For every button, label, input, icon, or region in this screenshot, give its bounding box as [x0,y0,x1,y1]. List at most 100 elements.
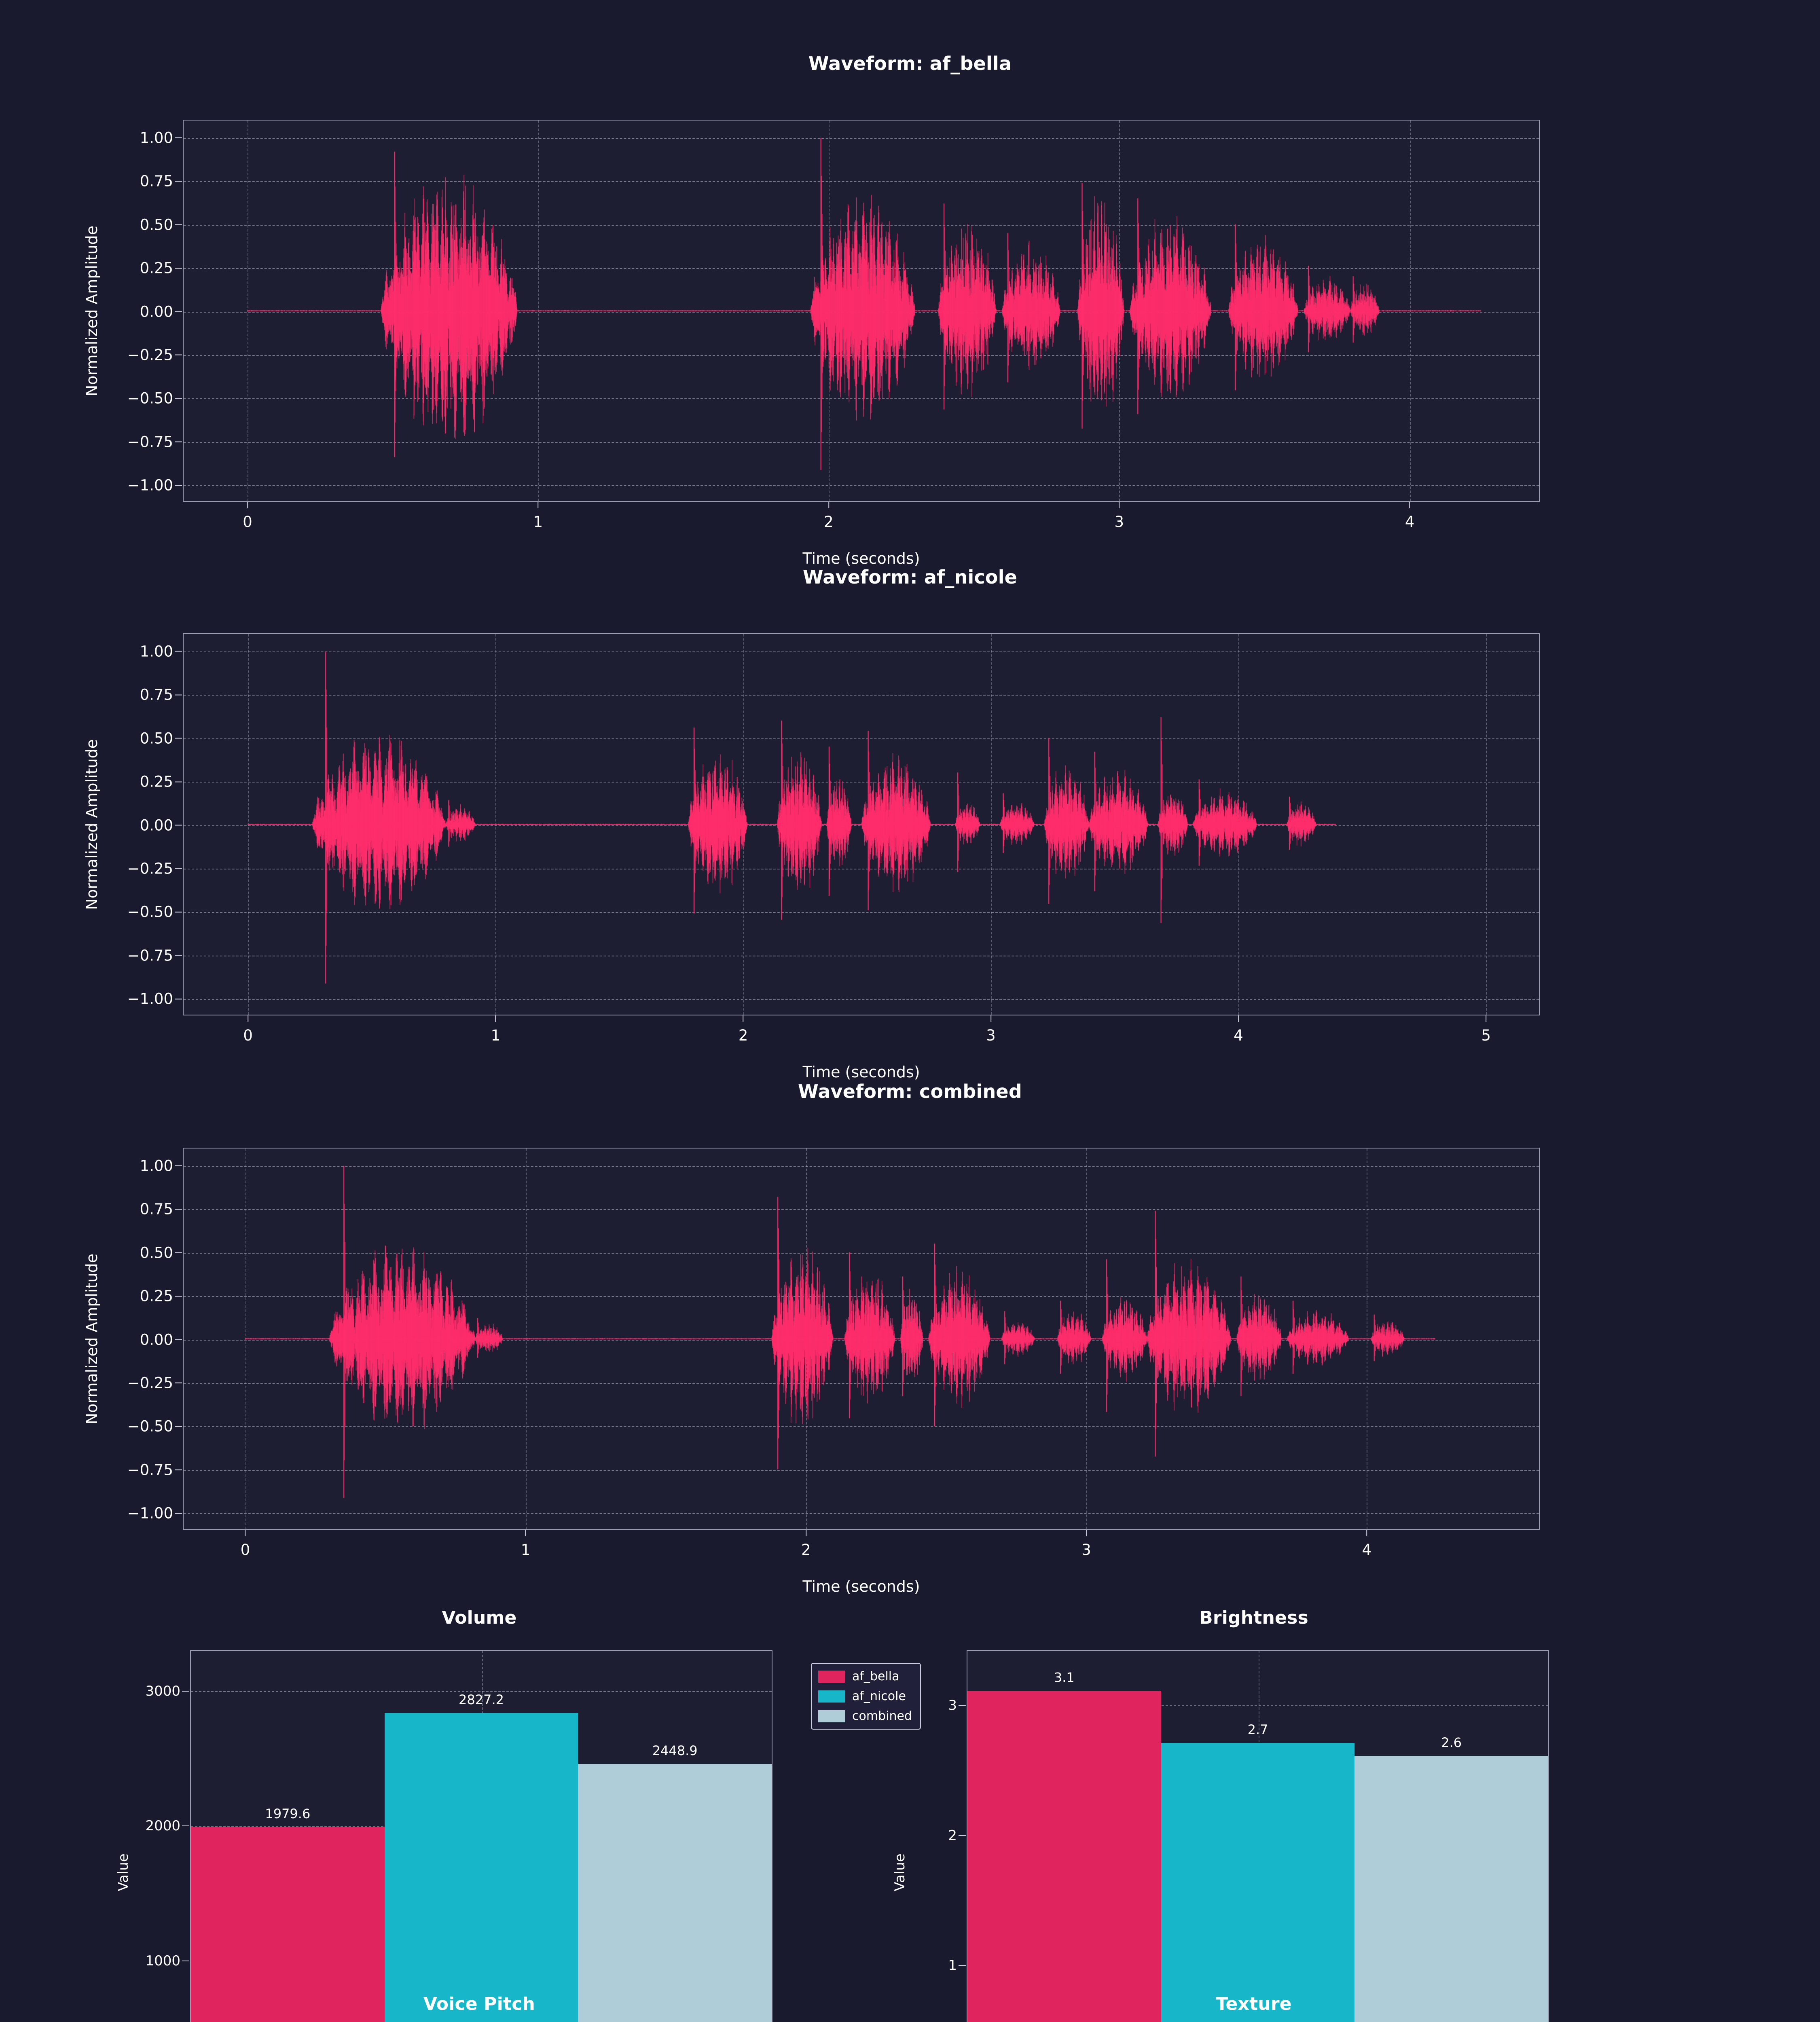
bar-column[interactable]: 3.1 [967,1651,1161,2022]
legend-item[interactable]: combined [818,1709,912,1723]
x-axis-tick-label: 0 [241,1529,250,1559]
y-axis-tick-label: −1.00 [127,990,184,1008]
y-axis-tick-label: −0.75 [127,947,184,964]
waveform-title: Waveform: af_bella [808,53,1012,74]
bar-group: 3.1 2.7 2.6 [967,1651,1549,2022]
bar-chart-title: Volume [442,1607,517,1628]
legend-item[interactable]: af_bella [818,1669,912,1684]
legend-color-swatch [818,1670,845,1683]
y-axis-tick-label: 0.25 [140,1288,184,1305]
waveform-trace [184,121,1539,501]
bar-chart-title: Texture [1216,1994,1292,2014]
x-axis-tick-label: 2 [739,1015,748,1044]
x-axis-tick-label: 0 [243,501,252,531]
y-axis-tick-label: 2 [948,1827,967,1844]
x-axis-tick-label: 0 [243,1015,253,1044]
bar-value-label: 2.7 [1247,1722,1268,1737]
y-axis-tick-label: 2000 [145,1818,191,1834]
y-axis-tick-label: −1.00 [127,477,184,494]
legend-item[interactable]: af_nicole [818,1689,912,1703]
legend-color-swatch [818,1710,845,1722]
bar-value-label: 2827.2 [459,1692,504,1707]
bar-combined[interactable] [578,1764,772,2022]
bar-column[interactable]: 2827.2 [384,1651,578,2022]
x-axis-tick-label: 3 [1081,1529,1091,1559]
y-axis-label: Normalized Amplitude [83,1253,101,1424]
bar-combined[interactable] [1354,1756,1549,2022]
y-axis-label: Normalized Amplitude [83,225,101,396]
waveform-trace [184,634,1539,1015]
x-axis-label: Time (seconds) [802,1063,920,1081]
y-axis-tick-label: 1.00 [140,1157,184,1174]
x-axis-tick-label: 2 [801,1529,811,1559]
bar-group: 1979.6 2827.2 2448.9 [191,1651,772,2022]
y-axis-tick-label: 0.75 [140,173,184,190]
bar-value-label: 3.1 [1054,1669,1075,1685]
bar-column[interactable]: 2.6 [1354,1651,1549,2022]
y-axis-tick-label: 0.50 [140,730,184,747]
waveform-title: Waveform: af_nicole [802,566,1018,588]
x-axis-tick-label: 1 [521,1529,531,1559]
bar-chart-plot-area: 01233.12.72.6 [948,1650,1549,2022]
waveform-plot-area: 1.00 0.75 0.50 0.25 0.00 −0.25 −0.50 −0.75 −1.00… [127,1148,1540,1559]
bar-value-label: 2448.9 [652,1743,698,1758]
y-axis-tick-label: 0.00 [140,303,184,320]
x-axis-tick-label: 1 [491,1015,501,1044]
bar-chart-title: Brightness [1199,1607,1308,1628]
y-axis-tick-label: −0.25 [127,1374,184,1392]
chart-legend: af_bella af_nicole combined [811,1663,921,1730]
bar-af_bella[interactable] [191,1827,385,2022]
x-axis-label: Time (seconds) [802,550,920,567]
bar-column[interactable]: 2448.9 [578,1651,772,2022]
legend-color-swatch [818,1690,845,1703]
y-axis-tick-label: 3 [948,1697,967,1713]
bar-af_bella[interactable] [967,1690,1161,2022]
bar-value-label: 1979.6 [265,1806,311,1822]
bar-af_nicole[interactable] [384,1713,578,2022]
y-axis-tick-label: 1000 [145,1953,191,1969]
x-axis-tick-label: 3 [1115,501,1124,531]
y-axis-tick-label: −0.25 [127,346,184,364]
waveform-trace [184,1148,1539,1529]
y-axis-tick-label: 0.25 [140,773,184,791]
x-axis-tick-label: 4 [1234,1015,1243,1044]
bar-column[interactable]: 1979.6 [191,1651,385,2022]
y-axis-tick-label: −0.50 [127,390,184,407]
x-axis-label: Time (seconds) [802,1578,920,1595]
y-axis-tick-label: 3000 [145,1683,191,1699]
y-axis-tick-label: −0.25 [127,860,184,877]
legend-item-label: af_nicole [852,1689,906,1703]
y-axis-tick-label: −0.50 [127,903,184,921]
y-axis-tick-label: 0.50 [140,216,184,233]
x-axis-tick-label: 3 [986,1015,996,1044]
x-axis-tick-label: 5 [1481,1015,1491,1044]
y-axis-tick-label: 0.75 [140,686,184,704]
y-axis-tick-label: −1.00 [127,1505,184,1522]
y-axis-tick-label: 1 [948,1957,967,1973]
y-axis-tick-label: 0.75 [140,1201,184,1218]
y-axis-tick-label: 0.00 [140,1331,184,1348]
y-axis-tick-label: −0.75 [127,433,184,451]
legend-item-label: af_bella [852,1669,899,1684]
bar-af_nicole[interactable] [1161,1743,1355,2022]
y-axis-tick-label: −0.75 [127,1461,184,1478]
y-axis-tick-label: 1.00 [140,129,184,146]
x-axis-tick-label: 4 [1362,1529,1371,1559]
legend-item-label: combined [852,1709,912,1723]
y-axis-tick-label: −0.50 [127,1418,184,1435]
waveform-title: Waveform: combined [798,1081,1022,1102]
x-axis-tick-label: 4 [1405,501,1415,531]
x-axis-tick-label: 1 [533,501,543,531]
bar-column[interactable]: 2.7 [1161,1651,1355,2022]
waveform-plot-area: 1.00 0.75 0.50 0.25 0.00 −0.25 −0.50 −0.75 −1.00… [127,633,1540,1044]
x-axis-tick-label: 2 [824,501,834,531]
y-axis-label: Value [892,1853,908,1891]
y-axis-label: Value [115,1853,131,1891]
y-axis-tick-label: 0.25 [140,260,184,277]
y-axis-tick-label: 0.50 [140,1244,184,1261]
y-axis-tick-label: 1.00 [140,643,184,660]
bar-value-label: 2.6 [1441,1734,1462,1750]
y-axis-tick-label: 0.00 [140,816,184,834]
